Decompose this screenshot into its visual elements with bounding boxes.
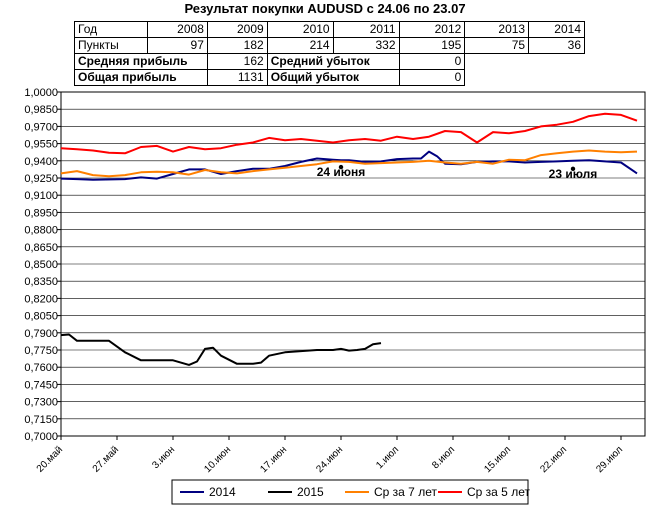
y-tick-label: 0,9700 (24, 121, 58, 133)
x-tick-label: 20.май (35, 444, 65, 474)
y-tick-label: 0,7600 (24, 362, 58, 374)
y-tick-label: 0,9850 (24, 104, 58, 116)
y-tick-label: 0,7300 (24, 397, 58, 409)
total-loss-value: 0 (398, 69, 466, 86)
table-row-total: Общая прибыль 1131 Общий убыток 0 (74, 69, 585, 86)
x-tick-label: 15.июл (482, 444, 513, 475)
table-cell: 36 (528, 37, 585, 54)
series-line (60, 149, 638, 178)
annotation-label: 23 июля (549, 167, 598, 181)
y-tick-label: 0,9400 (24, 156, 58, 168)
y-tick-label: 0,7450 (24, 379, 58, 391)
legend-label: 2014 (209, 485, 236, 499)
y-tick-label: 0,7150 (24, 414, 58, 426)
y-tick-label: 0,8200 (24, 293, 58, 305)
chart-title: Результат покупки AUDUSD с 24.06 по 23.0… (184, 1, 466, 16)
y-tick-label: 0,8650 (24, 242, 58, 254)
y-tick-label: 0,9100 (24, 190, 58, 202)
legend-label: Ср за 5 лет (467, 485, 530, 499)
legend-label: 2015 (297, 485, 324, 499)
y-tick-label: 0,9550 (24, 139, 58, 151)
x-tick-label: 22.июл (538, 444, 569, 475)
table-row-years: Год 2008 2009 2010 2011 2012 2013 2014 (74, 21, 585, 38)
y-tick-label: 0,9250 (24, 173, 58, 185)
y-tick-label: 0,7750 (24, 345, 58, 357)
annotation-marker (570, 166, 576, 172)
total-loss-label: Общий убыток (266, 69, 400, 86)
table-row-points: Пункты 97 182 214 332 195 75 36 (74, 37, 585, 54)
y-tick-label: 0,8500 (24, 259, 58, 271)
x-tick-label: 1.июл (374, 444, 401, 471)
x-tick-label: 29.июл (594, 444, 625, 475)
x-tick-label: 24.июн (314, 444, 345, 475)
x-tick-label: 3.июн (150, 444, 177, 471)
table-cell: 75 (464, 37, 530, 54)
total-profit-label: Общая прибыль (74, 69, 208, 86)
annotation-marker (338, 164, 344, 170)
table-row-average: Средняя прибыль 162 Средний убыток 0 (74, 53, 585, 70)
x-tick-label: 8.июл (430, 444, 457, 471)
table-cell: 2012 (398, 21, 466, 38)
y-tick-label: 0,8950 (24, 207, 58, 219)
legend-label: Ср за 7 лет (374, 485, 437, 499)
y-tick-label: 0,7000 (24, 431, 58, 443)
table-cell: Пункты (74, 37, 148, 54)
annotation-label: 24 июня (317, 165, 366, 179)
total-profit-value: 1131 (206, 69, 268, 86)
y-tick-label: 0,8800 (24, 225, 58, 237)
x-tick-label: 27.май (91, 444, 121, 474)
series-line (60, 112, 638, 155)
series-line (60, 333, 382, 366)
y-tick-label: 1,0000 (24, 87, 58, 99)
y-tick-label: 0,8050 (24, 311, 58, 323)
y-tick-label: 0,7900 (24, 328, 58, 340)
x-tick-label: 10.июн (202, 444, 233, 475)
x-tick-label: 17.июн (258, 444, 289, 475)
table-cell: 2014 (528, 21, 585, 38)
table-cell: 2008 (146, 21, 208, 38)
y-tick-label: 0,8350 (24, 276, 58, 288)
results-table: Год 2008 2009 2010 2011 2012 2013 2014 П… (74, 21, 585, 86)
